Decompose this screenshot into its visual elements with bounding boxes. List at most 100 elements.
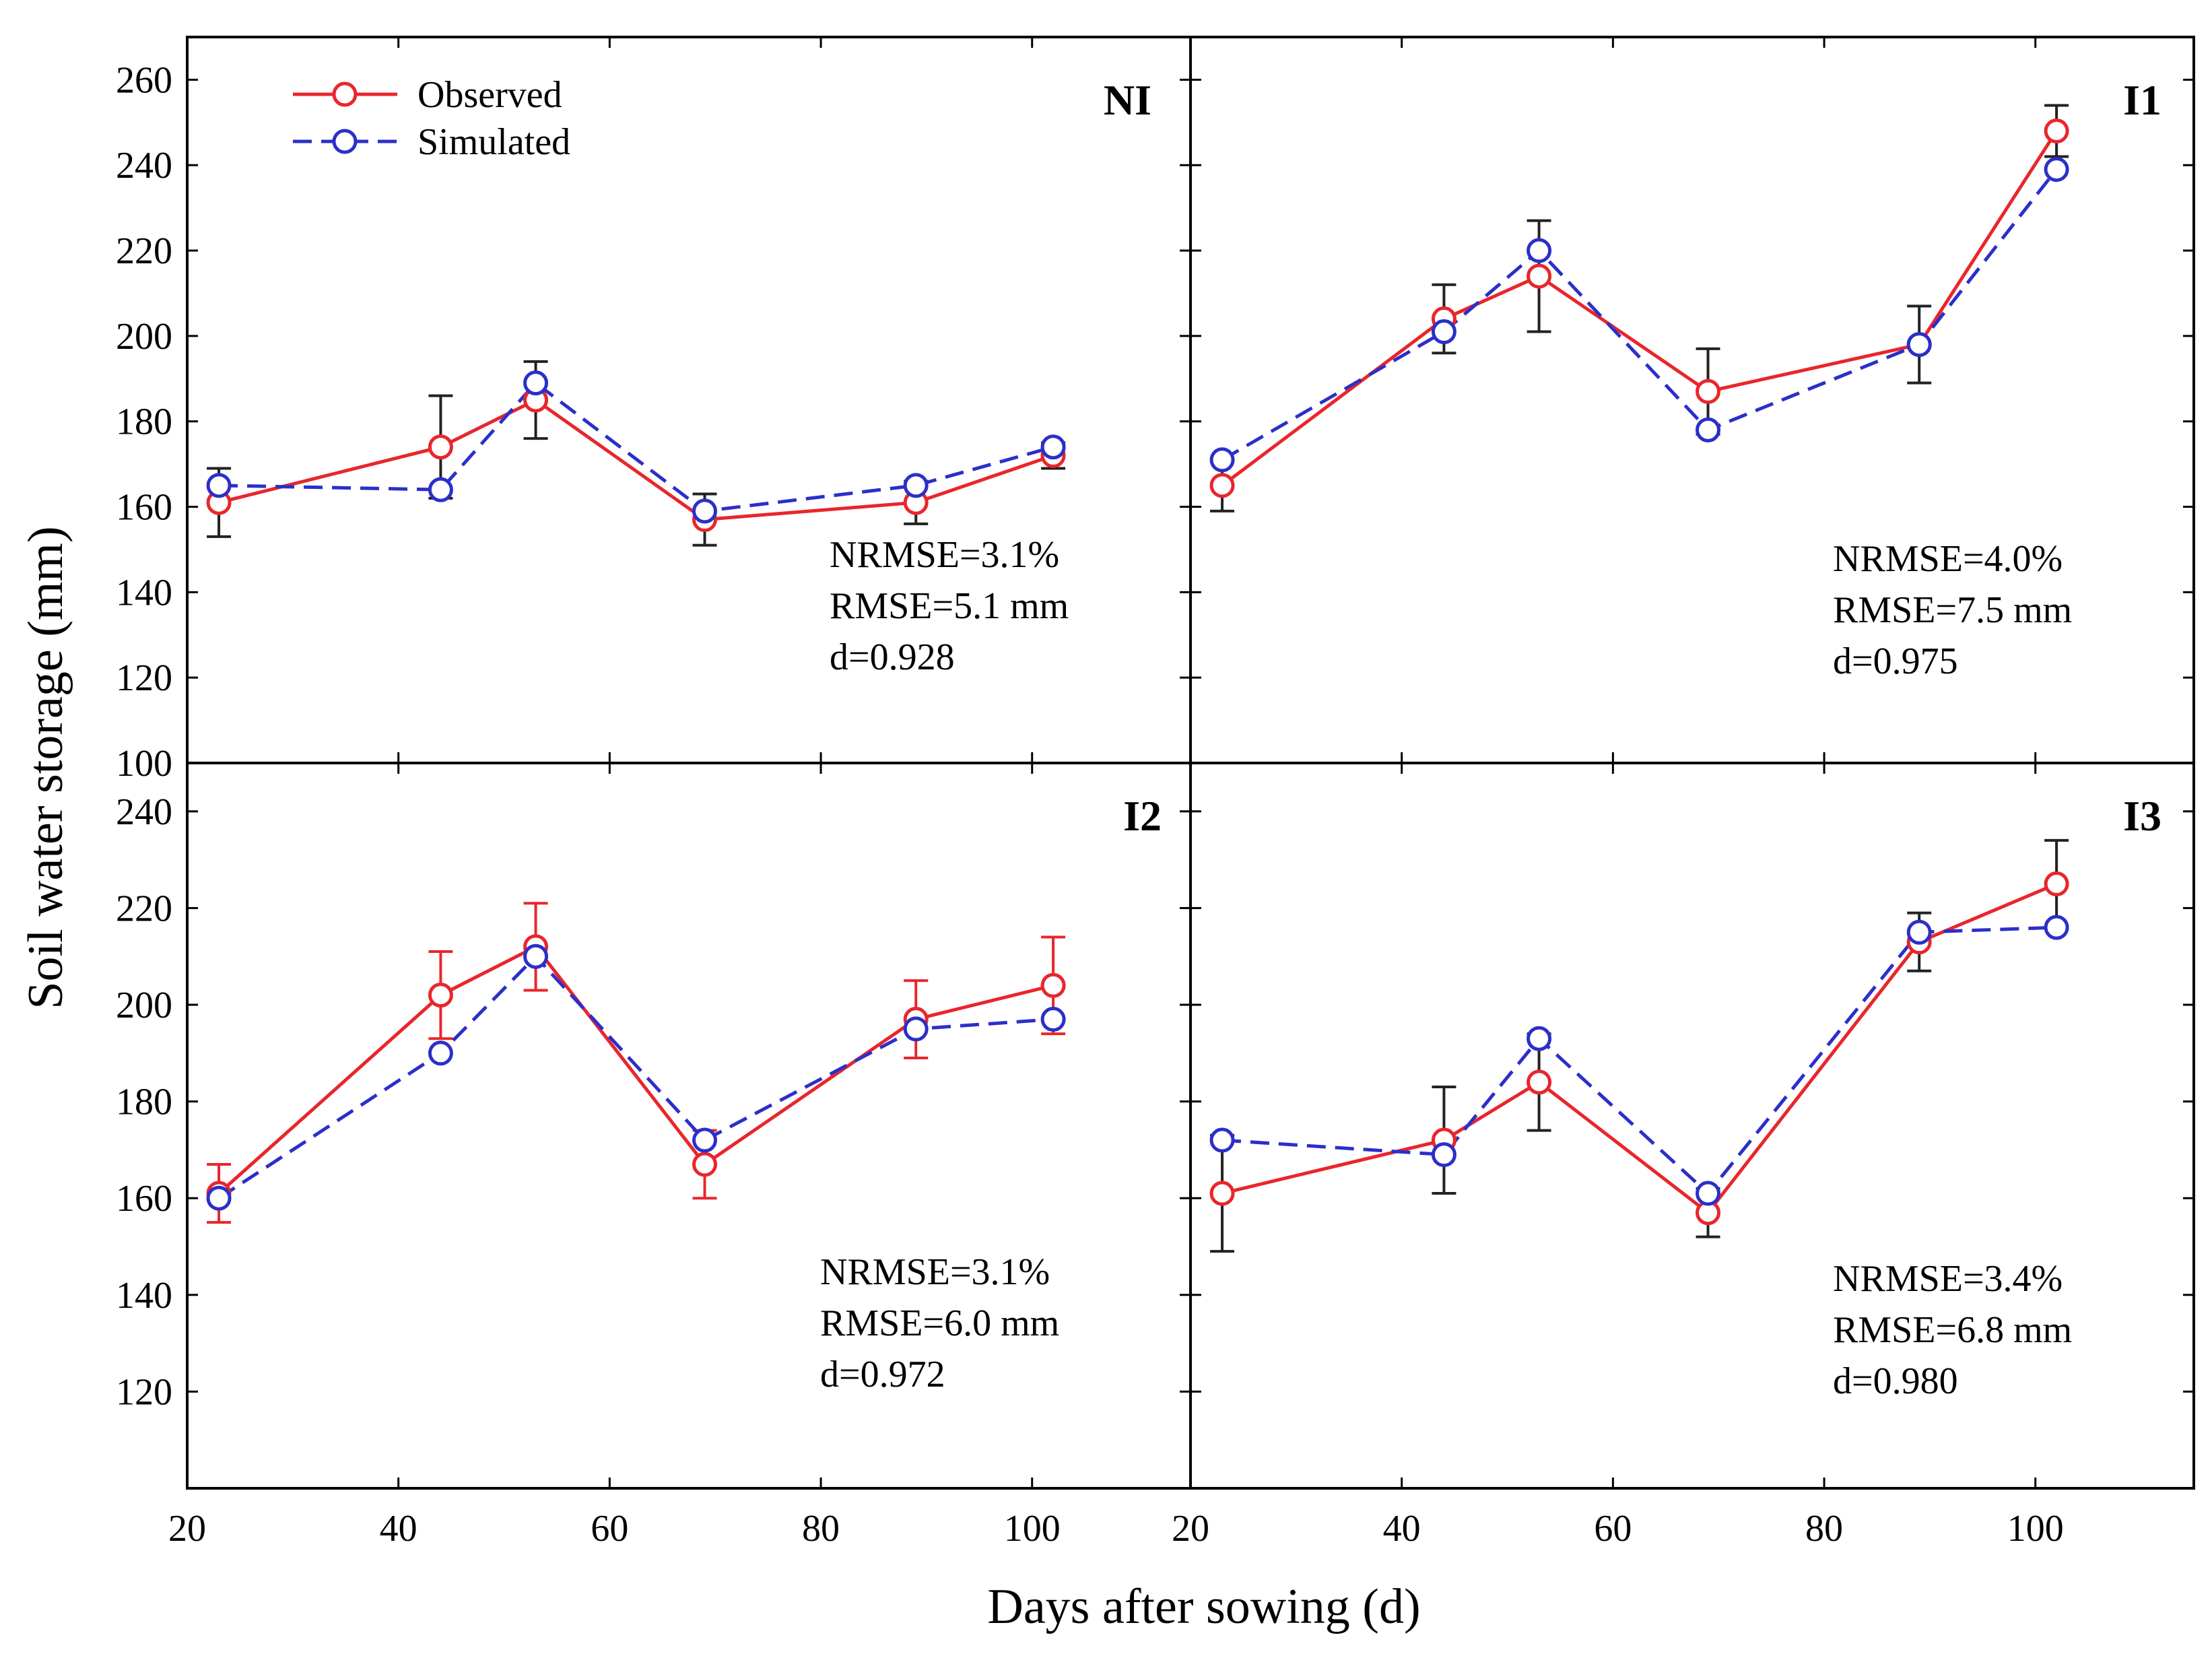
simulated-point <box>1906 919 1932 945</box>
simulated-point <box>206 473 232 498</box>
x-tick-label: 100 <box>2007 1508 2064 1550</box>
y-tick-label: 240 <box>116 791 172 833</box>
y-tick-label: 160 <box>116 487 172 529</box>
y-tick-label: 200 <box>116 316 172 358</box>
y-tick-label: 120 <box>116 657 172 699</box>
panel-label: NI <box>1104 76 1151 124</box>
y-tick-label: 200 <box>116 985 172 1026</box>
observed-point <box>2044 119 2069 144</box>
x-tick-label: 60 <box>1594 1508 1632 1550</box>
simulated-line <box>217 954 1054 1200</box>
simulated-line <box>1221 168 2058 461</box>
observed-point <box>2044 871 2069 896</box>
panel-frame <box>1189 762 2195 1490</box>
panel-stats-line: d=0.975 <box>1833 640 1958 682</box>
simulated-point <box>1209 447 1235 473</box>
panel-stats-line: NRMSE=3.1% <box>820 1251 1050 1293</box>
simulated-point <box>692 1127 718 1153</box>
panel-stats-line: NRMSE=3.4% <box>1833 1258 2063 1300</box>
legend-observed-marker <box>332 81 358 107</box>
x-tick-label: 20 <box>1172 1508 1209 1550</box>
observed-point <box>1209 473 1235 498</box>
panel-label: I3 <box>2123 792 2161 840</box>
simulated-point <box>523 943 549 969</box>
x-tick-label: 100 <box>1004 1508 1061 1550</box>
x-tick-label: 40 <box>380 1508 417 1550</box>
simulated-point <box>428 1040 453 1066</box>
simulated-point <box>692 498 718 524</box>
observed-point <box>1696 378 1721 404</box>
simulated-line <box>1221 925 2057 1196</box>
simulated-point <box>2044 157 2069 183</box>
panel-stats-line: RMSE=7.5 mm <box>1833 589 2072 631</box>
simulated-point <box>1040 1007 1066 1032</box>
y-tick-label: 100 <box>116 743 172 785</box>
panel-stats-line: RMSE=6.8 mm <box>1833 1309 2072 1351</box>
y-tick-label: 140 <box>116 572 172 614</box>
simulated-point <box>1209 1127 1235 1153</box>
panel-stats-line: d=0.928 <box>830 636 955 678</box>
observed-point <box>428 434 453 460</box>
y-tick-label: 240 <box>116 145 172 187</box>
y-tick-label: 220 <box>116 888 172 929</box>
simulated-point <box>428 477 453 502</box>
observed-point <box>1209 1181 1235 1206</box>
y-axis-title: Soil water storage (mm) <box>18 526 73 1009</box>
simulated-point <box>903 473 929 498</box>
panel-stats-line: RMSE=5.1 mm <box>830 585 1069 627</box>
panel-label: I1 <box>2123 76 2161 124</box>
panel-stats-line: RMSE=6.0 mm <box>820 1302 1059 1344</box>
observed-point <box>428 983 453 1008</box>
panel-stats-line: NRMSE=3.1% <box>830 534 1059 576</box>
panel-frame <box>186 762 1192 1490</box>
observed-line <box>217 944 1054 1195</box>
simulated-line <box>219 380 1054 513</box>
legend-observed-label: Observed <box>417 74 562 116</box>
simulated-point <box>2044 915 2069 940</box>
simulated-point <box>1696 1181 1721 1206</box>
y-tick-label: 180 <box>116 1082 172 1123</box>
simulated-point <box>1696 417 1721 442</box>
x-tick-label: 80 <box>802 1508 840 1550</box>
panel-frame <box>1189 36 2195 764</box>
simulated-point <box>1527 238 1552 263</box>
observed-point <box>1527 1069 1552 1095</box>
panel-stats-line: d=0.980 <box>1833 1360 1958 1402</box>
y-tick-label: 180 <box>116 401 172 443</box>
panel-i2: 120 140 160 180 200 220 240 20 40 60 80 100 I2 NRMSE=… <box>116 762 1192 1550</box>
panel-stats-line: NRMSE=4.0% <box>1833 538 2063 580</box>
y-tick-label: 160 <box>116 1178 172 1220</box>
observed-point <box>1527 263 1552 289</box>
panel-i3: 20 40 60 80 100 I3 NRMSE=3.4% RMSE=6.8 mm d=0.98… <box>1172 762 2195 1550</box>
panel-label: I2 <box>1123 792 1162 840</box>
simulated-point <box>1431 319 1456 345</box>
observed-line <box>1221 882 2058 1216</box>
y-tick-label: 220 <box>116 230 172 272</box>
observed-line <box>218 398 1054 522</box>
x-tick-label: 20 <box>168 1508 206 1550</box>
simulated-point <box>1527 1026 1552 1051</box>
legend: Observed Simulated <box>293 74 570 163</box>
y-tick-label: 120 <box>116 1371 172 1413</box>
panel-i1: I1 NRMSE=4.0% RMSE=7.5 mm d=0.975 <box>1189 36 2195 764</box>
simulated-point <box>1906 332 1932 358</box>
simulated-point <box>206 1185 232 1211</box>
panel-stats-line: d=0.972 <box>820 1354 945 1395</box>
observed-point <box>1040 972 1066 998</box>
y-tick-label: 140 <box>116 1275 172 1317</box>
legend-simulated-label: Simulated <box>417 121 570 163</box>
legend-simulated-marker <box>332 129 358 154</box>
x-tick-label: 60 <box>591 1508 628 1550</box>
observed-line <box>1221 130 2058 487</box>
observed-point <box>692 1152 718 1177</box>
y-tick-label: 260 <box>116 59 172 101</box>
simulated-point <box>1040 434 1066 460</box>
panels-layer: 100 120 140 160 180 200 220 240 260 NI NRMSE=3.1% R… <box>116 36 2195 1550</box>
simulated-point <box>1431 1142 1456 1168</box>
panel-ni: 100 120 140 160 180 200 220 240 260 NI NRMSE=3.1% R… <box>116 36 1192 785</box>
x-axis-title: Days after sowing (d) <box>987 1579 1420 1634</box>
x-tick-label: 80 <box>1805 1508 1843 1550</box>
simulated-point <box>903 1016 929 1042</box>
